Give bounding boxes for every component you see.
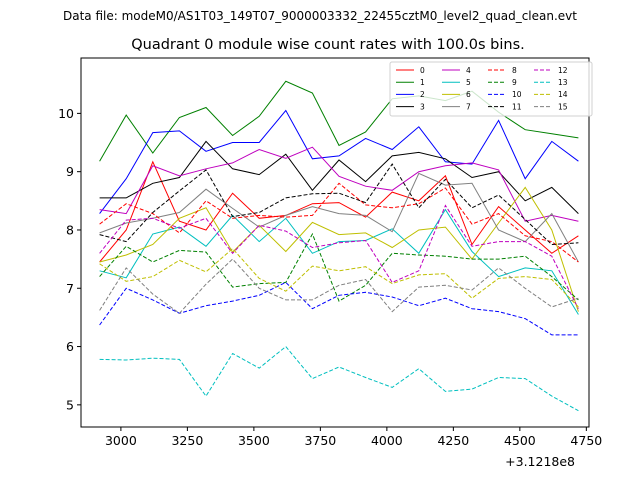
chart-title: Quadrant 0 module wise count rates with … bbox=[131, 37, 525, 53]
series-line-6 bbox=[99, 186, 579, 312]
series-line-15 bbox=[99, 258, 579, 314]
x-tick-label: 3750 bbox=[304, 433, 336, 448]
series-line-9 bbox=[99, 232, 579, 302]
series-line-13 bbox=[99, 345, 579, 412]
legend-label: 2 bbox=[420, 90, 425, 99]
legend-label: 8 bbox=[512, 66, 517, 75]
series-line-12 bbox=[99, 204, 579, 309]
legend-label: 0 bbox=[420, 66, 425, 75]
x-tick-label: 4000 bbox=[371, 433, 403, 448]
x-tick-label: 4750 bbox=[570, 433, 602, 448]
y-tick-label: 6 bbox=[66, 339, 74, 354]
axes-frame bbox=[80, 57, 590, 428]
legend-label: 1 bbox=[420, 78, 425, 87]
x-offset-label: +3.1218e8 bbox=[505, 454, 575, 469]
series-line-14 bbox=[99, 247, 579, 308]
legend-label: 7 bbox=[466, 102, 471, 111]
chart-suptitle: Data file: modeM0/AS1T03_149T07_90000033… bbox=[63, 9, 577, 23]
series-line-7 bbox=[99, 172, 579, 263]
axis-ticks: 3000 3250 3500 3750 4000 4250 4500 4750 5 6 7 8 9 10 bbox=[58, 106, 602, 448]
y-tick-label: 7 bbox=[66, 281, 74, 296]
x-tick-label: 3250 bbox=[171, 433, 203, 448]
series-line-0 bbox=[99, 160, 579, 263]
x-tick-label: 4500 bbox=[504, 433, 536, 448]
series-lines bbox=[99, 80, 579, 412]
series-line-10 bbox=[99, 281, 579, 336]
y-tick-label: 10 bbox=[58, 106, 74, 121]
legend-label: 3 bbox=[420, 102, 425, 111]
series-line-2 bbox=[99, 109, 579, 214]
series-line-3 bbox=[99, 140, 579, 214]
y-tick-label: 9 bbox=[66, 164, 74, 179]
legend-box bbox=[389, 61, 593, 117]
series-line-4 bbox=[99, 146, 579, 222]
legend-label: 5 bbox=[466, 78, 471, 87]
x-tick-label: 3000 bbox=[105, 433, 137, 448]
legend-label: 6 bbox=[466, 90, 471, 99]
legend-label: 12 bbox=[558, 66, 568, 75]
legend-label: 10 bbox=[512, 90, 522, 99]
x-tick-label: 4250 bbox=[437, 433, 469, 448]
legend-label: 14 bbox=[558, 90, 568, 99]
legend-label: 4 bbox=[466, 66, 471, 75]
y-tick-label: 8 bbox=[66, 222, 74, 237]
plot-area bbox=[80, 57, 590, 428]
x-tick-label: 3500 bbox=[238, 433, 270, 448]
legend-label: 11 bbox=[512, 102, 522, 111]
series-line-8 bbox=[99, 182, 579, 263]
legend-label: 9 bbox=[512, 78, 517, 87]
legend-label: 13 bbox=[558, 78, 568, 87]
series-line-5 bbox=[99, 208, 579, 315]
legend-label: 15 bbox=[558, 102, 568, 111]
y-tick-label: 5 bbox=[66, 397, 74, 412]
